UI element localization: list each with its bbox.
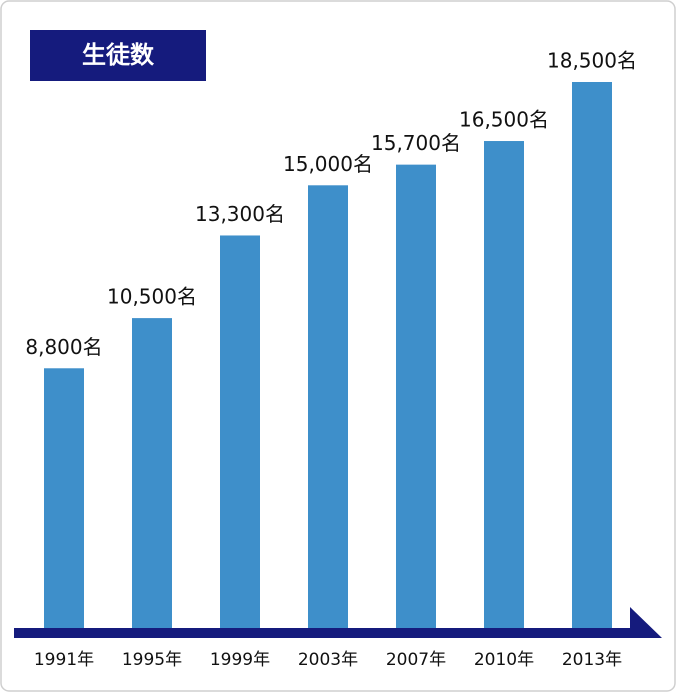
x-tick-label: 2010年	[474, 650, 534, 670]
value-label: 18,500名	[547, 49, 637, 73]
baseline-arrow	[14, 607, 662, 638]
value-label: 15,000名	[283, 152, 373, 176]
bar	[484, 141, 524, 628]
x-tick-label: 1991年	[34, 650, 94, 670]
x-tick-label: 2013年	[562, 650, 622, 670]
x-tick-label: 1999年	[210, 650, 270, 670]
bar	[572, 82, 612, 628]
value-label: 15,700名	[371, 131, 461, 155]
value-label: 13,300名	[195, 202, 285, 226]
x-tick-label: 2007年	[386, 650, 446, 670]
bar	[220, 235, 260, 628]
chart-title: 生徒数	[82, 41, 155, 69]
value-label: 10,500名	[107, 285, 197, 309]
bar	[396, 164, 436, 629]
bar	[44, 368, 84, 628]
x-tick-label: 2003年	[298, 650, 358, 670]
value-label: 16,500名	[459, 108, 549, 132]
bar	[132, 318, 172, 628]
value-label: 8,800名	[25, 335, 102, 359]
title-box	[30, 30, 206, 81]
bar	[308, 185, 348, 628]
x-tick-label: 1995年	[122, 650, 182, 670]
